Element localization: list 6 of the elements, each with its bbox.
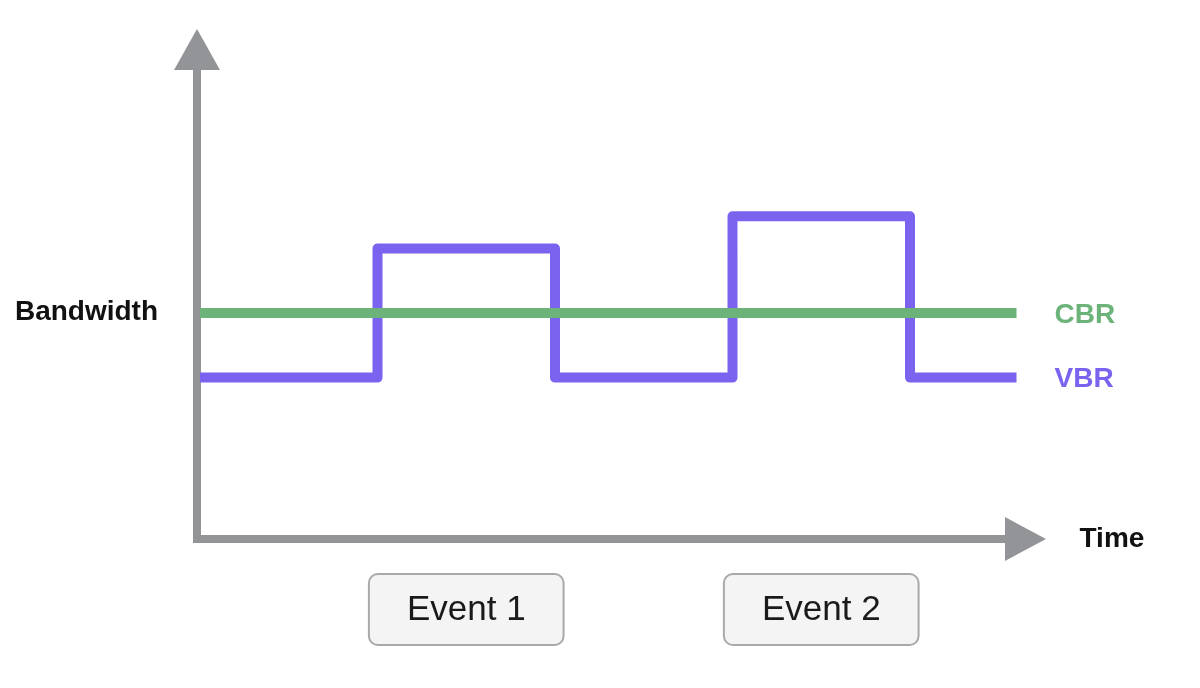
text: Event 1 [406, 588, 526, 628]
x-axis-title: Time [1079, 521, 1145, 553]
series-label: VBR [1054, 362, 1114, 394]
text: Event 2 [761, 588, 881, 628]
series-label: CBR [1054, 297, 1116, 329]
y-axis-title: Bandwidth [14, 294, 158, 326]
